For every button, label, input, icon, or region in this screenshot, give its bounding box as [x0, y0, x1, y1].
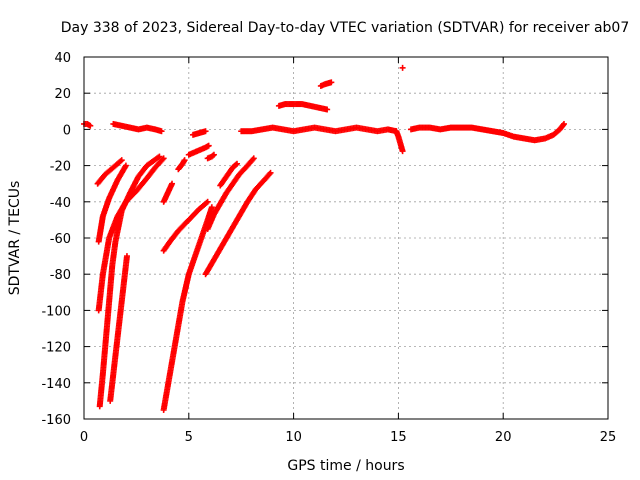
- y-axis: -160 -140 -120 -100 -80 -60 -40 -20 0 20 40: [41, 51, 608, 428]
- data-point: [205, 142, 212, 149]
- data-point: [204, 198, 211, 205]
- data-point: [399, 148, 406, 155]
- series-arc-3: [95, 162, 129, 245]
- series-dip-15: [393, 128, 406, 155]
- series-arc-6: [160, 204, 215, 413]
- series-near-zero-2: [110, 120, 165, 135]
- data-point: [250, 155, 257, 162]
- y-axis-title: SDTVAR / TECUs: [7, 181, 23, 296]
- y-tick-label: 0: [63, 123, 71, 138]
- y-tick-label: 20: [54, 87, 71, 102]
- y-tick-label: -80: [50, 268, 71, 283]
- series-arc-1: [95, 155, 167, 314]
- series-near-zero-4: [238, 124, 400, 135]
- series-arc-7: [160, 198, 211, 254]
- data-point: [160, 155, 167, 162]
- y-tick-label: -120: [41, 341, 71, 356]
- x-tick-label: 5: [185, 430, 193, 445]
- y-tick-label: 40: [54, 51, 71, 66]
- y-tick-label: -60: [50, 232, 71, 247]
- data-point: [267, 169, 274, 176]
- data-point: [159, 156, 166, 163]
- series-arc-14: [217, 160, 241, 189]
- data-point: [210, 151, 217, 158]
- series-arc-5: [107, 253, 130, 404]
- data-point: [118, 157, 125, 164]
- data-point: [234, 160, 241, 167]
- series-outlier: [399, 64, 406, 71]
- series-arc-8: [202, 169, 274, 278]
- data-point: [560, 120, 567, 127]
- data-point: [181, 157, 188, 164]
- data-point: [202, 128, 209, 135]
- series-arc-4: [94, 157, 125, 187]
- data-point: [208, 204, 215, 211]
- data-point: [560, 122, 567, 129]
- y-tick-label: -160: [41, 413, 71, 428]
- x-tick-label: 15: [390, 430, 407, 445]
- series-arc-2: [96, 153, 163, 410]
- series-arc-12: [185, 142, 212, 158]
- series-arc-13: [204, 151, 217, 162]
- series-arc-10: [160, 180, 176, 205]
- data-point: [87, 122, 94, 129]
- x-axis-title: GPS time / hours: [287, 458, 404, 474]
- x-tick-label: 25: [600, 430, 617, 445]
- data-point: [328, 79, 335, 86]
- x-tick-label: 0: [80, 430, 88, 445]
- x-axis: 0 5 10 15 20 25: [80, 57, 616, 445]
- y-tick-label: -20: [50, 160, 71, 175]
- y-tick-label: -100: [41, 304, 71, 319]
- data-point: [158, 128, 165, 135]
- data-point: [169, 180, 176, 187]
- data-point: [399, 64, 406, 71]
- data-point: [203, 199, 210, 206]
- y-tick-label: -140: [41, 377, 71, 392]
- series-hump-12: [317, 79, 335, 89]
- series-near-zero-1: [81, 120, 94, 129]
- series-arc-11: [175, 157, 188, 173]
- data-point: [324, 106, 331, 113]
- series-near-zero-5: [407, 120, 567, 144]
- data-point: [232, 161, 239, 168]
- grid: [84, 57, 608, 419]
- data-point: [209, 152, 216, 159]
- chart-title: Day 338 of 2023, Sidereal Day-to-day VTE…: [61, 20, 630, 36]
- data-point: [117, 158, 124, 165]
- data-point: [122, 162, 129, 169]
- data-points: [81, 64, 567, 413]
- x-tick-label: 20: [495, 430, 512, 445]
- series-near-zero-3: [189, 128, 209, 138]
- series-hump-10: [275, 101, 331, 113]
- x-tick-label: 10: [285, 430, 302, 445]
- data-point: [123, 253, 130, 260]
- data-point: [156, 153, 163, 160]
- y-tick-label: -40: [50, 196, 71, 211]
- series-arc-9: [204, 155, 257, 232]
